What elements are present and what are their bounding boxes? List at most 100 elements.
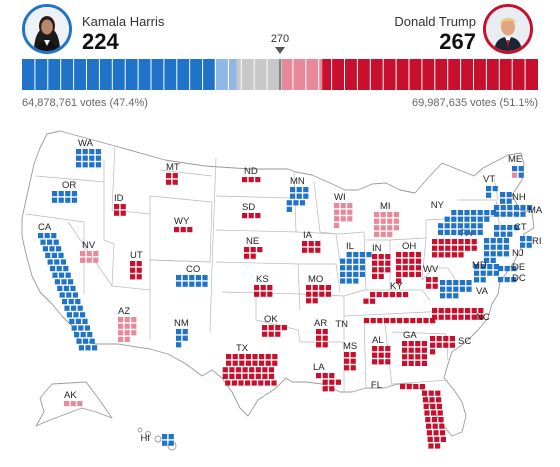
electoral-vote-tile — [281, 325, 287, 331]
state-ms[interactable]: MS — [343, 341, 357, 371]
state-nj[interactable]: NJ — [484, 238, 524, 263]
electoral-vote-tile — [222, 373, 228, 379]
electoral-vote-tile — [250, 247, 256, 253]
trump-name: Donald Trump — [394, 14, 476, 29]
state-ok[interactable]: OK — [262, 314, 287, 337]
electoral-vote-tile — [403, 318, 409, 324]
state-co[interactable]: CO — [176, 264, 208, 287]
electoral-vote-tile — [242, 367, 248, 373]
state-ga[interactable]: GA — [402, 330, 427, 366]
electoral-vote-tile — [387, 218, 393, 224]
state-ca[interactable]: CA — [38, 222, 98, 351]
electoral-vote-tile — [445, 245, 451, 251]
electoral-vote-tile — [312, 291, 318, 297]
electoral-vote-tile — [359, 252, 365, 258]
state-tx[interactable]: TX — [222, 343, 278, 386]
electoral-vote-tile — [136, 261, 142, 267]
state-wi[interactable]: WI — [334, 192, 353, 228]
electoral-vote-tile — [306, 291, 312, 297]
state-label-ok: OK — [264, 314, 278, 325]
state-label-al: AL — [372, 335, 384, 346]
state-de[interactable]: DE — [498, 262, 525, 273]
ev-bar-rep-lean — [281, 59, 323, 90]
state-hi[interactable]: HI — [141, 433, 174, 446]
state-il[interactable]: IL — [340, 241, 372, 284]
state-ri[interactable]: RI — [520, 236, 542, 248]
state-wy[interactable]: WY — [174, 216, 193, 233]
electoral-vote-tile — [378, 346, 384, 352]
electoral-vote-tile — [359, 265, 365, 271]
electoral-vote-tile — [471, 314, 477, 320]
electoral-vote-tile — [346, 258, 352, 264]
state-ne[interactable]: NE — [244, 236, 263, 259]
state-va[interactable]: VA — [440, 280, 489, 299]
state-wa[interactable]: WA — [76, 138, 101, 168]
state-or[interactable]: OR — [52, 180, 77, 203]
electoral-vote-tile — [249, 367, 255, 373]
state-md[interactable]: MD — [472, 260, 499, 283]
electoral-vote-tile — [385, 359, 391, 365]
electoral-vote-tile — [490, 244, 496, 250]
electoral-vote-tile — [250, 253, 256, 259]
electoral-vote-tile — [51, 233, 57, 239]
electoral-vote-tile — [438, 239, 444, 245]
state-la[interactable]: LA — [313, 362, 341, 392]
electoral-vote-tile — [374, 212, 380, 218]
electoral-vote-tile — [82, 149, 88, 155]
electoral-vote-tile — [316, 335, 322, 341]
state-nm[interactable]: NM — [174, 318, 189, 348]
state-sd[interactable]: SD — [242, 202, 261, 219]
electoral-vote-tile — [316, 329, 322, 335]
state-vt[interactable]: VT — [483, 174, 498, 198]
electoral-vote-tile — [408, 354, 414, 360]
state-nc[interactable]: NC — [432, 308, 490, 323]
state-dc[interactable]: DC — [498, 273, 526, 284]
state-ny[interactable]: NY — [431, 200, 496, 235]
state-ct[interactable]: CT — [494, 222, 527, 237]
harris-avatar — [22, 4, 72, 54]
state-az[interactable]: AZ — [118, 306, 137, 342]
state-sc[interactable]: SC — [430, 336, 471, 355]
state-fl[interactable]: FL — [371, 380, 446, 449]
state-nd[interactable]: ND — [242, 166, 261, 183]
state-mo[interactable]: MO — [306, 274, 331, 304]
state-mt[interactable]: MT — [166, 162, 180, 185]
state-ut[interactable]: UT — [130, 250, 143, 280]
state-wv[interactable]: WV — [423, 264, 439, 289]
electoral-vote-tile — [377, 318, 383, 324]
state-mn[interactable]: MN — [286, 176, 309, 212]
state-in[interactable]: IN — [372, 243, 391, 279]
state-tn[interactable]: TN — [335, 318, 436, 330]
electoral-vote-tile — [480, 264, 486, 270]
electoral-vote-tile — [364, 318, 370, 324]
state-al[interactable]: AL — [372, 335, 391, 365]
electoral-vote-tile — [124, 336, 130, 342]
electoral-vote-tile — [451, 314, 457, 320]
state-ar[interactable]: AR — [314, 318, 328, 348]
electoral-vote-tile — [415, 271, 421, 277]
electoral-vote-tile — [436, 403, 442, 409]
state-label-az: AZ — [118, 306, 130, 317]
trump-popular-votes: 69,987,635 votes (51.1%) — [412, 97, 538, 109]
electoral-vote-tile — [359, 271, 365, 277]
state-ma[interactable]: MA — [494, 205, 543, 217]
electoral-vote-tile — [252, 354, 258, 360]
electoral-vote-tile — [275, 331, 281, 337]
electoral-vote-tile — [477, 229, 483, 235]
state-ak[interactable]: AK — [64, 390, 83, 407]
state-mi[interactable]: MI — [374, 201, 399, 237]
state-ky[interactable]: KY — [363, 281, 409, 304]
state-nv[interactable]: NV — [80, 240, 99, 263]
state-oh[interactable]: OH — [396, 241, 421, 284]
state-label-wi: WI — [334, 192, 346, 203]
state-nh[interactable]: NH — [500, 192, 526, 204]
electoral-vote-tile — [248, 213, 254, 219]
state-ia[interactable]: IA — [302, 230, 321, 253]
state-label-la: LA — [313, 362, 325, 373]
electoral-vote-tile — [255, 177, 261, 183]
state-id[interactable]: ID — [114, 193, 126, 216]
state-me[interactable]: ME — [508, 154, 524, 178]
state-ks[interactable]: KS — [254, 274, 273, 297]
electoral-vote-tile — [526, 236, 532, 242]
electoral-vote-tile — [513, 211, 519, 217]
